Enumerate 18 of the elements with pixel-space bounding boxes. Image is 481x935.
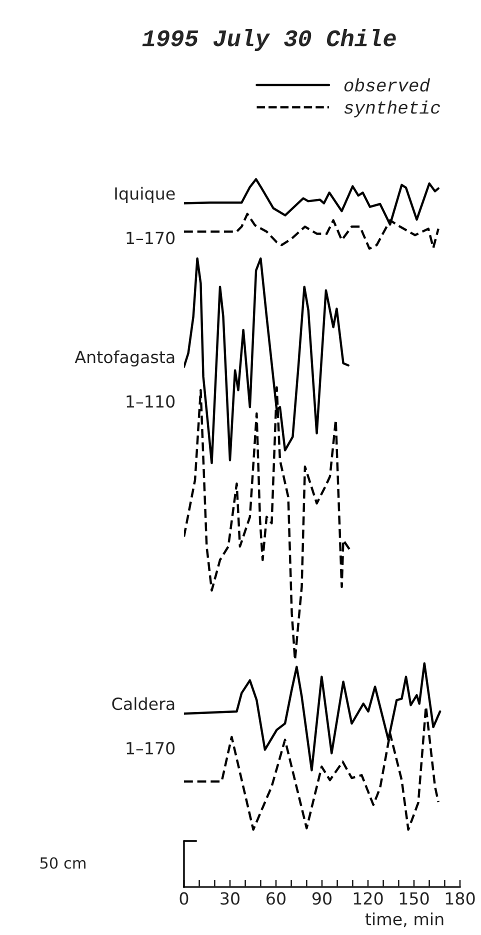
- x-tick-label: 150: [400, 892, 429, 905]
- text: 50 cm: [40, 857, 86, 869]
- x-tick-label: 180: [446, 892, 475, 905]
- x-tick-label: 0: [180, 892, 188, 905]
- x-tick-label: 90: [312, 892, 332, 905]
- x-axis-title: time, min: [365, 912, 444, 928]
- text: 1–170: [126, 742, 175, 755]
- chart-title: 1995 July 30 Chile: [142, 28, 396, 52]
- text: Iquique: [115, 186, 175, 204]
- text: Antofagasta: [74, 350, 174, 367]
- text: 1–110: [126, 395, 175, 408]
- x-tick-label: 60: [266, 892, 286, 905]
- x-tick-label: 120: [354, 892, 383, 905]
- legend-label: synthetic: [344, 100, 440, 118]
- legend-label: observed: [344, 78, 430, 92]
- x-tick-label: 30: [220, 892, 240, 905]
- text: 1–170: [126, 232, 175, 244]
- text: Caldera: [112, 697, 174, 710]
